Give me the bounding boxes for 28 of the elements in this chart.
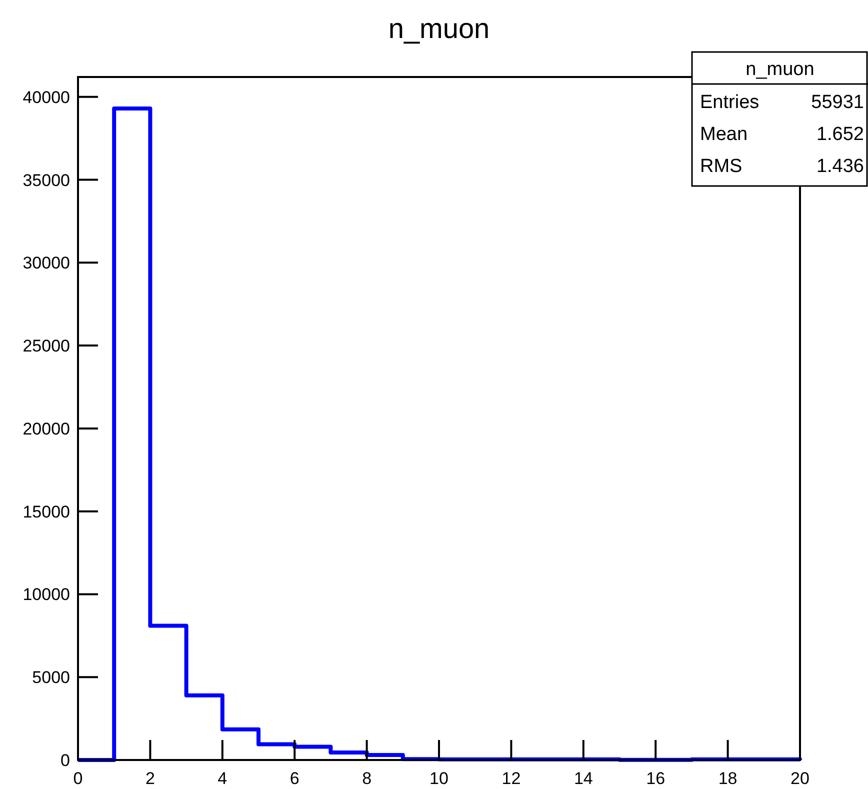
y-tick-label: 5000	[32, 668, 70, 688]
x-tick-label: 18	[718, 769, 738, 788]
y-tick-label: 0	[60, 751, 70, 770]
y-tick-label: 20000	[22, 419, 70, 438]
x-tick-label: 12	[502, 769, 521, 788]
y-tick-label: 10000	[22, 585, 70, 604]
text: 1.436	[816, 156, 864, 177]
annotation: RMS	[700, 156, 742, 177]
y-tick-label: 30000	[22, 254, 70, 273]
text: 55931	[811, 92, 864, 113]
x-tick-label: 10	[430, 769, 448, 788]
x-tick-label: 14	[574, 769, 593, 788]
y-tick-label: 40000	[22, 88, 70, 107]
text: 1.652	[816, 124, 864, 145]
annotation: Entries	[700, 92, 760, 113]
x-tick-label: 20	[790, 769, 810, 788]
y-tick-label: 35000	[22, 170, 70, 190]
y-tick-label: 15000	[22, 502, 70, 522]
x-tick-label: 16	[646, 769, 666, 788]
x-tick-label: 0	[73, 769, 83, 788]
x-tick-label: 2	[145, 769, 155, 788]
x-tick-label: 6	[290, 769, 300, 788]
annotation: Mean	[700, 124, 748, 145]
x-tick-label: 4	[218, 769, 228, 788]
annotation: n_muon	[746, 59, 814, 80]
y-tick-label: 25000	[22, 336, 70, 356]
x-tick-label: 8	[362, 769, 372, 788]
chart-title: n_muon	[388, 13, 490, 44]
